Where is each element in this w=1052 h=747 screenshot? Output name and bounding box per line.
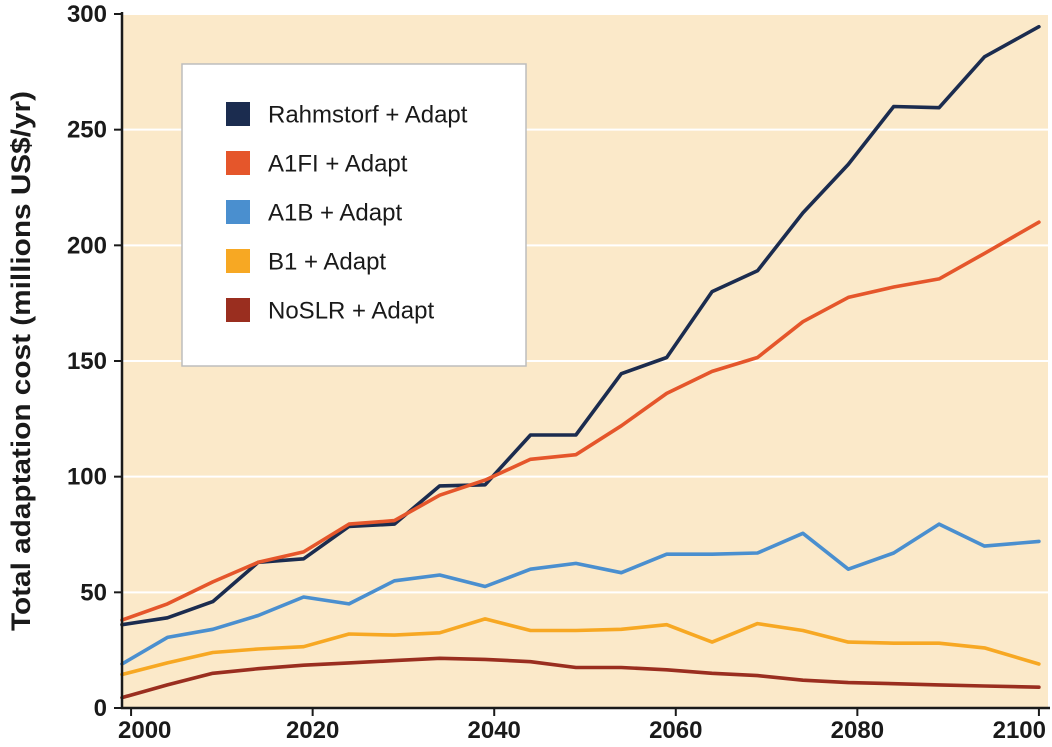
y-tick-label-50: 50 [80,579,107,606]
legend-label-1: A1FI + Adapt [268,151,408,178]
legend-swatch-4 [226,298,250,322]
legend-label-0: Rahmstorf + Adapt [268,102,468,129]
x-tick-label-2040: 2040 [468,717,521,744]
series-line-1 [120,220,1041,622]
y-axis-ticks: 0 50 100 150 200 250 300 [67,1,122,722]
x-tick-label-2100: 2100 [993,717,1046,744]
y-axis-label: Total adaptation cost (millions US$/yr) [6,91,36,631]
series-line-4 [120,656,1041,700]
y-tick-label-200: 200 [67,232,107,259]
legend-swatch-1 [226,151,250,175]
legend-swatch-3 [226,249,250,273]
series-line-2 [120,522,1041,666]
x-tick-label-2000: 2000 [118,717,171,744]
series-line-3 [120,617,1041,677]
legend-swatch-2 [226,200,250,224]
x-axis-ticks: 2000 2020 2040 2060 2080 2100 [118,708,1046,744]
legend-label-2: A1B + Adapt [268,200,402,227]
y-tick-label-250: 250 [67,117,107,144]
y-tick-label-0: 0 [94,695,107,722]
legend-swatch-0 [226,102,250,126]
legend: Rahmstorf + Adapt A1FI + Adapt A1B + Adapt… [181,63,527,367]
series-lines [120,24,1041,700]
legend-label-4: NoSLR + Adapt [268,298,434,325]
y-tick-label-150: 150 [67,348,107,375]
y-tick-label-300: 300 [67,1,107,28]
x-tick-label-2020: 2020 [286,717,339,744]
legend-label-3: B1 + Adapt [268,249,386,276]
series-line-0 [120,24,1041,627]
y-tick-label-100: 100 [67,464,107,491]
x-tick-label-2080: 2080 [831,717,884,744]
x-tick-label-2060: 2060 [649,717,702,744]
